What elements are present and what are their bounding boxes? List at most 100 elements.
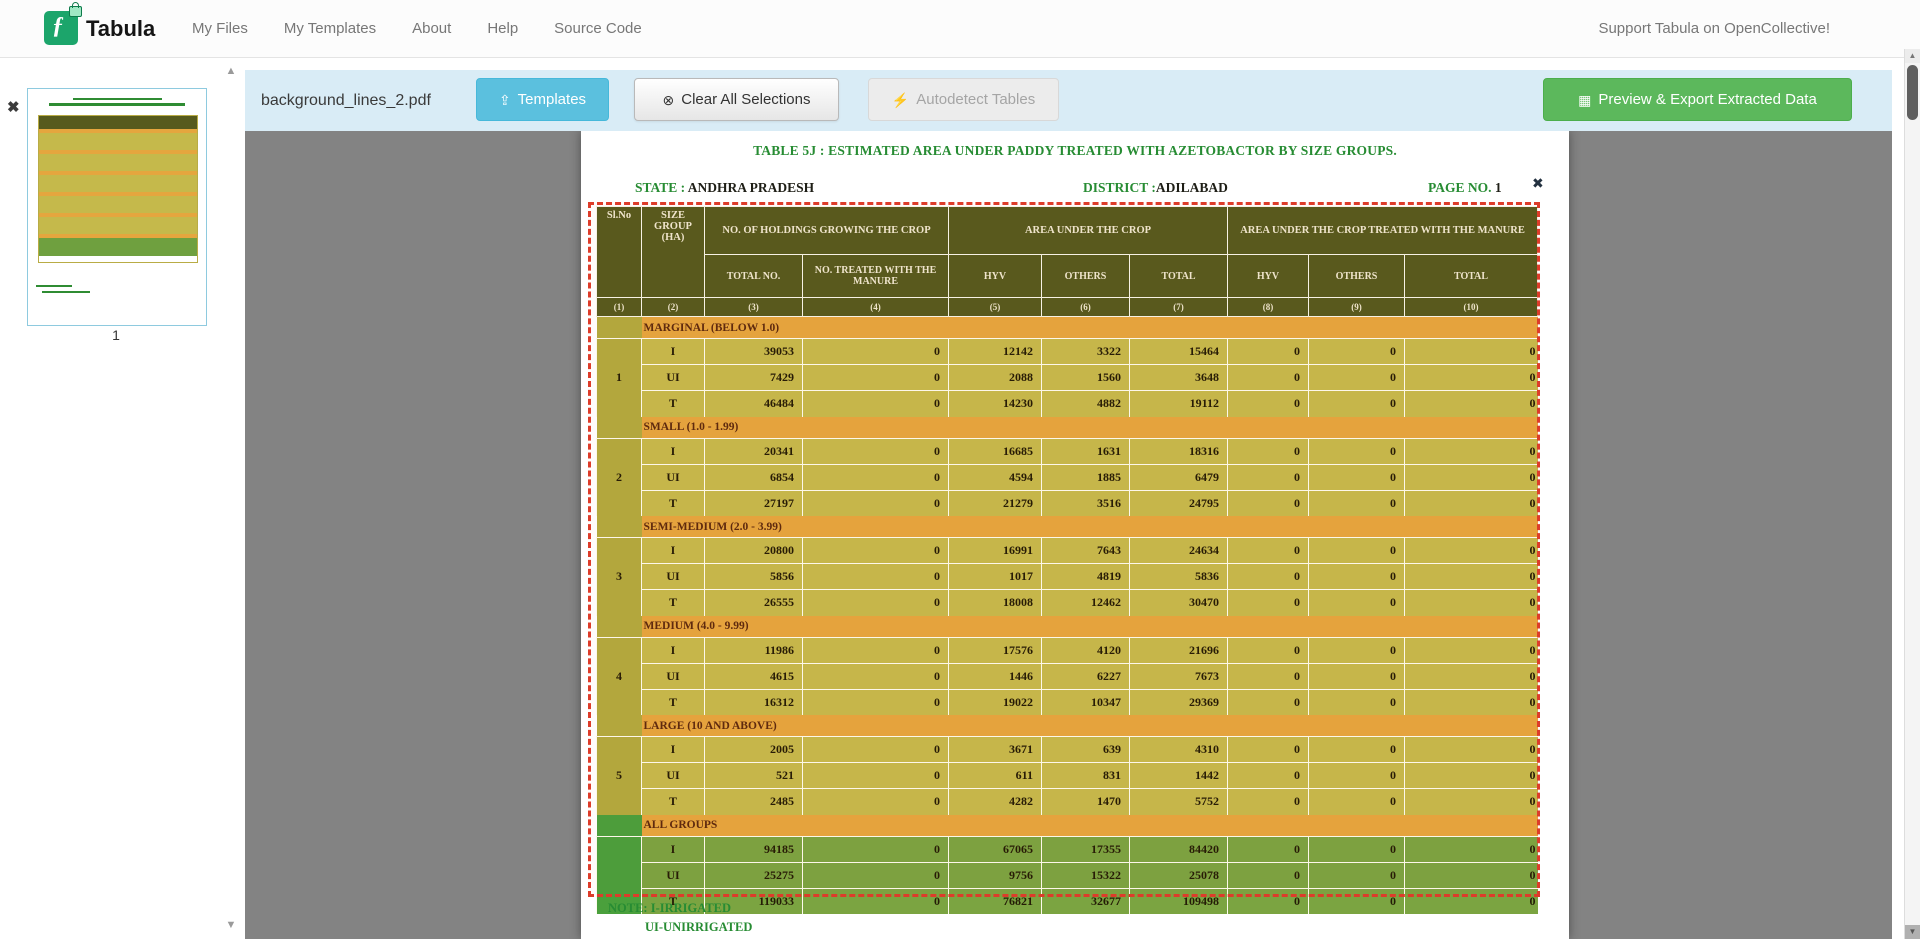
table-row: T 46484 0 14230 4882 19112 0 0 0 <box>597 390 1538 417</box>
value-cell: 16312 <box>704 688 803 715</box>
sidebar-scroll-up-icon[interactable]: ▲ <box>225 65 237 77</box>
value-cell: 84420 <box>1128 835 1228 862</box>
value-cell: 2485 <box>704 788 803 815</box>
value-cell: 15464 <box>1128 338 1228 365</box>
value-cell: 19112 <box>1128 390 1228 417</box>
templates-button[interactable]: ⇪ Templates <box>476 78 609 121</box>
value-cell: 0 <box>1227 636 1309 663</box>
table-row: T 2485 0 4282 1470 5752 0 0 0 <box>597 788 1538 815</box>
value-cell: 0 <box>1227 390 1309 417</box>
value-cell: 24795 <box>1128 489 1228 516</box>
value-cell: 17576 <box>948 636 1042 663</box>
toolbar: background_lines_2.pdf ⇪ Templates ⊗ Cle… <box>245 70 1892 131</box>
value-cell: 67065 <box>948 835 1042 862</box>
preview-export-button[interactable]: ▦ Preview & Export Extracted Data <box>1543 78 1852 121</box>
value-cell: 29369 <box>1128 688 1228 715</box>
table-selection-rectangle[interactable] <box>588 202 1540 897</box>
value-cell: 3322 <box>1041 338 1130 365</box>
page-thumbnail[interactable] <box>27 88 207 326</box>
pdf-page[interactable]: TABLE 5J : ESTIMATED AREA UNDER PADDY TR… <box>581 131 1569 939</box>
value-cell: 0 <box>802 861 949 888</box>
nav-about[interactable]: About <box>412 20 452 37</box>
table-row: UI 4615 0 1446 6227 7673 0 0 0 <box>597 662 1538 689</box>
value-cell: 0 <box>1227 537 1309 564</box>
state-label: STATE : <box>635 180 686 195</box>
value-cell: 0 <box>1227 589 1309 616</box>
table-row: UI 7429 0 2088 1560 3648 0 0 0 <box>597 364 1538 391</box>
support-link[interactable]: Support Tabula on OpenCollective! <box>1598 20 1830 37</box>
nav-source-code[interactable]: Source Code <box>554 20 642 37</box>
value-cell: 0 <box>1308 364 1405 391</box>
templates-button-label: Templates <box>517 91 587 108</box>
value-cell: 24634 <box>1128 537 1228 564</box>
col-number: (3) <box>704 297 803 317</box>
remove-file-icon[interactable]: ✖ <box>7 99 20 116</box>
value-cell: 5752 <box>1128 788 1228 815</box>
subheader-total: TOTAL <box>1404 254 1539 298</box>
value-cell: 0 <box>802 662 949 689</box>
value-cell: 0 <box>1227 788 1309 815</box>
value-cell: 0 <box>1404 636 1538 663</box>
value-cell: 0 <box>1227 762 1309 789</box>
clear-all-selections-button[interactable]: ⊗ Clear All Selections <box>634 78 839 121</box>
value-cell: 109498 <box>1128 887 1228 914</box>
value-cell: 0 <box>802 338 949 365</box>
value-cell: 0 <box>1404 589 1538 616</box>
value-cell: 5856 <box>704 563 803 590</box>
value-cell: 0 <box>1308 736 1405 763</box>
content-area: ✖ 1 ▲ ▼ background_lines_2.pdf ⇪ Templat… <box>0 57 1920 939</box>
value-cell: 4882 <box>1041 390 1130 417</box>
value-cell: 0 <box>1308 788 1405 815</box>
table-row: 4 I 11986 0 17576 4120 21696 0 0 0 <box>596 636 1538 715</box>
clear-button-label: Clear All Selections <box>681 91 811 108</box>
section-corner-cell <box>596 316 642 339</box>
value-cell: 7673 <box>1128 662 1228 689</box>
export-button-label: Preview & Export Extracted Data <box>1598 91 1817 108</box>
value-cell: 0 <box>1404 390 1538 417</box>
table-section-band: MARGINAL (BELOW 1.0) <box>596 316 1538 339</box>
scrollbar-down-icon[interactable]: ▼ <box>1905 925 1920 939</box>
value-cell: 1446 <box>948 662 1042 689</box>
value-cell: 0 <box>802 887 949 914</box>
row-label-cell: UI <box>641 563 705 590</box>
selection-close-icon[interactable]: ✖ <box>1532 176 1544 192</box>
lock-icon <box>69 2 82 17</box>
templates-icon: ⇪ <box>498 91 511 108</box>
value-cell: 6479 <box>1128 463 1228 490</box>
tabula-logo-icon[interactable]: ƒ <box>44 2 82 45</box>
value-cell: 0 <box>1308 489 1405 516</box>
value-cell: 2005 <box>704 736 803 763</box>
value-cell: 0 <box>1227 662 1309 689</box>
section-corner-cell <box>596 416 642 438</box>
value-cell: 0 <box>1404 662 1538 689</box>
value-cell: 0 <box>1404 788 1538 815</box>
thumbnail-page-number: 1 <box>112 327 120 343</box>
section-corner-cell <box>596 516 642 538</box>
nav-my-files[interactable]: My Files <box>192 20 248 37</box>
scrollbar-thumb[interactable] <box>1907 65 1918 120</box>
note-line2: UI-UNIRRIGATED <box>645 920 753 934</box>
value-cell: 0 <box>1404 338 1538 365</box>
value-cell: 19022 <box>948 688 1042 715</box>
col-number: (6) <box>1041 297 1130 317</box>
nav-help[interactable]: Help <box>487 20 519 37</box>
value-cell: 16991 <box>948 537 1042 564</box>
vertical-scrollbar[interactable]: ▲ ▼ <box>1904 49 1920 939</box>
page-no-line: PAGE NO. 1 <box>1428 180 1502 196</box>
thumbnail-table-preview <box>38 115 198 263</box>
table-section-band: LARGE (10 AND ABOVE) <box>596 715 1538 737</box>
nav-my-templates[interactable]: My Templates <box>283 20 377 37</box>
brand-link[interactable]: Tabula <box>86 16 156 41</box>
scrollbar-up-icon[interactable]: ▲ <box>1905 49 1920 63</box>
col-number: (2) <box>641 297 705 317</box>
autodetect-tables-button[interactable]: ⚡ Autodetect Tables <box>868 78 1059 121</box>
pdf-viewer-area: TABLE 5J : ESTIMATED AREA UNDER PADDY TR… <box>245 131 1892 939</box>
value-cell: 521 <box>704 762 803 789</box>
header-slno: Sl.No <box>596 206 642 298</box>
value-cell: 0 <box>1308 390 1405 417</box>
value-cell: 1885 <box>1041 463 1130 490</box>
sidebar-scroll-down-icon[interactable]: ▼ <box>225 919 237 931</box>
col-number: (7) <box>1128 297 1229 317</box>
page-no-label: PAGE NO. <box>1428 180 1492 195</box>
table-row: UI 5856 0 1017 4819 5836 0 0 0 <box>597 563 1538 590</box>
